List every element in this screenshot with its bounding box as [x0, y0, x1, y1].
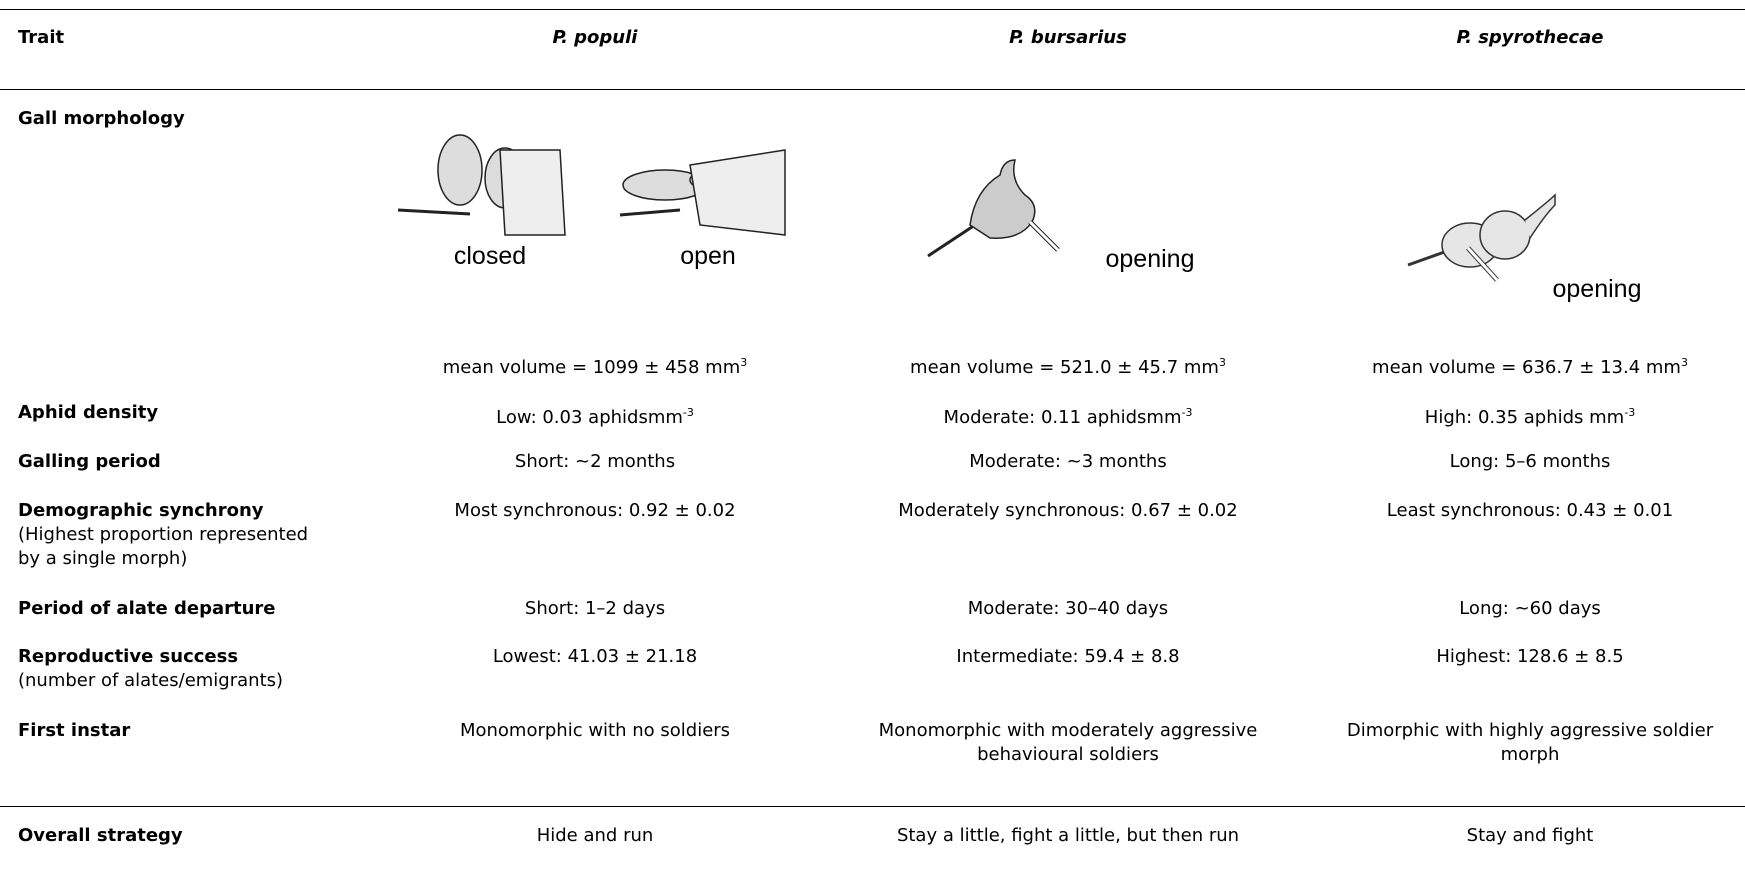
gall-closed — [397, 134, 566, 236]
cell-value: Long: 5–6 months — [1449, 451, 1611, 472]
cell-value: Intermediate: 59.4 ± 8.8 — [956, 646, 1180, 667]
figure-label: opening — [1552, 275, 1642, 303]
superscript: 3 — [1680, 356, 1688, 369]
superscript: 3 — [740, 356, 748, 369]
trait-name: Galling period — [18, 451, 161, 472]
cell-value: Least synchronous: 0.43 ± 0.01 — [1386, 500, 1674, 521]
header-cell: Trait — [18, 27, 65, 48]
trait-label: Overall strategy — [18, 825, 183, 846]
header-cell: P. bursarius — [1009, 27, 1127, 48]
cell-value: Short: 1–2 days — [524, 598, 666, 619]
trait-label: Period of alate departure — [18, 597, 323, 621]
cell-value: Most synchronous: 0.92 ± 0.02 — [454, 500, 736, 521]
superscript: -3 — [682, 406, 694, 419]
trait-note: (number of alates/emigrants) — [18, 670, 284, 691]
cell-text: Moderate: 0.11 aphidsmm — [943, 407, 1182, 428]
trait-label: Gall morphology — [18, 108, 185, 129]
cell-value: Moderate: 30–40 days — [967, 598, 1169, 619]
figure-label: open — [680, 242, 736, 270]
trait-label: Aphid density — [18, 401, 323, 425]
trait-label: Reproductive success (number of alates/em… — [18, 645, 323, 693]
trait-label: Demographic synchrony (Highest proportion… — [18, 499, 323, 571]
figure-label: opening — [1105, 245, 1195, 273]
rule — [0, 806, 1745, 807]
cell-text: High: 0.35 aphids mm — [1424, 407, 1625, 428]
cell-value: mean volume = 1099 ± 458 mm3 — [385, 351, 805, 380]
cell-text: Low: 0.03 aphidsmm — [496, 407, 683, 428]
cell-value: Stay and fight — [1466, 825, 1594, 846]
cell-value: Moderate: 0.11 aphidsmm-3 — [858, 401, 1278, 430]
cell-value: Long: ~60 days — [1459, 598, 1601, 619]
cell-value: Hide and run — [536, 825, 654, 846]
gall-bursarius — [927, 159, 1060, 258]
gall-spyrothecae — [1407, 193, 1556, 282]
cell-text: mean volume = 1099 ± 458 mm — [442, 357, 741, 378]
cell-value: Moderate: ~3 months — [969, 451, 1167, 472]
cell-value: Stay a little, fight a little, but then … — [896, 825, 1240, 846]
trait-name: Demographic synchrony — [18, 500, 264, 521]
superscript: -3 — [1624, 406, 1636, 419]
trait-name: First instar — [18, 720, 131, 741]
trait-label: Galling period — [18, 450, 323, 474]
cell-value: Monomorphic with no soldiers — [459, 720, 731, 741]
rule — [0, 89, 1745, 90]
cell-value: High: 0.35 aphids mm-3 — [1320, 401, 1740, 430]
superscript: 3 — [1218, 356, 1226, 369]
cell-text: mean volume = 521.0 ± 45.7 mm — [910, 357, 1219, 378]
trait-note: (Highest proportion represented by a sin… — [18, 524, 309, 569]
cell-value: mean volume = 521.0 ± 45.7 mm3 — [858, 351, 1278, 380]
cell-value: Highest: 128.6 ± 8.5 — [1436, 646, 1624, 667]
cell-value: mean volume = 636.7 ± 13.4 mm3 — [1320, 351, 1740, 380]
cell-value: Dimorphic with highly aggressive soldier… — [1346, 720, 1714, 765]
figure-label: closed — [453, 242, 527, 270]
header-cell: P. spyrothecae — [1456, 27, 1604, 48]
trait-name: Reproductive success — [18, 646, 239, 667]
trait-name: Period of alate departure — [18, 598, 276, 619]
cell-text: mean volume = 636.7 ± 13.4 mm — [1372, 357, 1681, 378]
cell-value: Moderately synchronous: 0.67 ± 0.02 — [898, 500, 1238, 521]
rule — [0, 9, 1745, 10]
cell-value: Lowest: 41.03 ± 21.18 — [492, 646, 698, 667]
header-cell: P. populi — [552, 27, 638, 48]
superscript: -3 — [1181, 406, 1193, 419]
cell-value: Monomorphic with moderately aggressive b… — [878, 720, 1258, 765]
trait-label: First instar — [18, 719, 323, 743]
gall-open — [619, 149, 786, 236]
cell-value: Low: 0.03 aphidsmm-3 — [385, 401, 805, 430]
trait-name: Aphid density — [18, 402, 159, 423]
cell-value: Short: ~2 months — [514, 451, 676, 472]
